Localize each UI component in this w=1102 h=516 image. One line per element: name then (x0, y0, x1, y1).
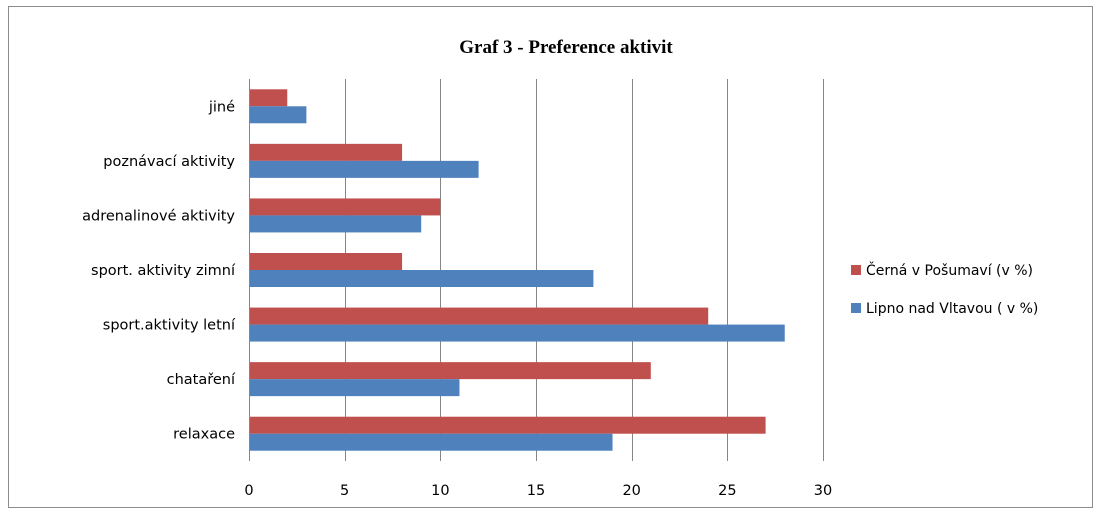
x-tick-label: 10 (431, 483, 449, 499)
bar-2-series-1 (250, 324, 785, 342)
bar-4-series-2 (250, 198, 441, 216)
chart-frame: Graf 3 - Preference aktivit relaxace chat… (8, 6, 1093, 508)
legend-swatch (851, 303, 861, 313)
bar-1-series-2 (250, 362, 651, 380)
bar-6-series-2 (250, 89, 288, 107)
category-label: relaxace (173, 427, 235, 443)
category-label: sport.aktivity letní (103, 318, 236, 334)
bar-2-series-2 (250, 307, 709, 325)
x-tick-label: 20 (622, 483, 640, 499)
bars (250, 89, 785, 451)
bar-0-series-2 (250, 416, 766, 434)
bar-1-series-1 (250, 379, 460, 397)
category-label: poznávací aktivity (103, 154, 235, 170)
bar-5-series-1 (250, 160, 479, 178)
category-label: adrenalinové aktivity (82, 208, 235, 224)
x-tick-label: 15 (527, 483, 545, 499)
bar-5-series-2 (250, 143, 403, 161)
chart-title: Graf 3 - Preference aktivit (459, 37, 673, 58)
bar-chart: Graf 3 - Preference aktivit relaxace chat… (82, 37, 1038, 499)
category-label: sport. aktivity zimní (91, 263, 236, 279)
x-tick-label: 0 (244, 483, 253, 499)
legend-label: Lipno nad Vltavou ( v %) (866, 301, 1038, 317)
bar-0-series-1 (250, 433, 613, 451)
x-tick-label: 5 (340, 483, 349, 499)
legend-swatch (851, 265, 861, 275)
legend-label: Černá v Pošumaví (v %) (866, 261, 1033, 279)
x-tick-label: 30 (814, 483, 832, 499)
x-tick-label: 25 (718, 483, 736, 499)
bar-6-series-1 (250, 106, 307, 124)
bar-4-series-1 (250, 215, 422, 233)
bar-3-series-1 (250, 270, 594, 287)
bar-3-series-2 (250, 253, 403, 270)
category-labels: relaxace chataření sport.aktivity letní spo… (82, 99, 236, 442)
legend: Černá v Pošumaví (v %) Lipno nad Vltavou … (851, 261, 1038, 317)
category-label: chataření (167, 372, 236, 388)
x-tick-labels: 0 5 10 15 20 25 30 (244, 483, 832, 499)
category-label: jiné (208, 99, 235, 115)
